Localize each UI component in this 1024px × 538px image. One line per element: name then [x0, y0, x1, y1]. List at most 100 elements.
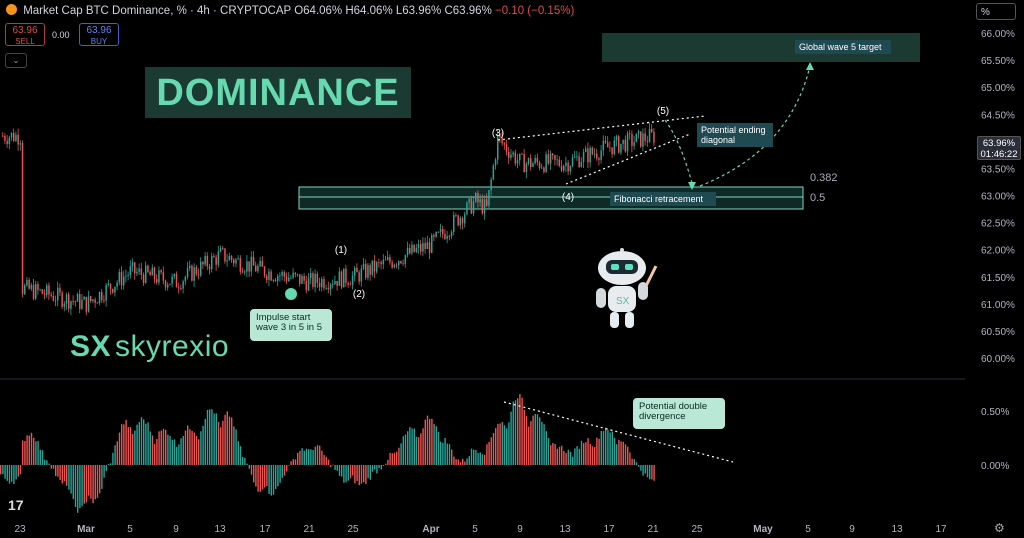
histogram-bar — [506, 428, 508, 465]
symbol-header[interactable]: Market Cap BTC Dominance, % · 4h · CRYPT… — [6, 4, 574, 17]
histogram-bar — [321, 450, 323, 465]
histogram-bar — [13, 465, 15, 485]
candle-body — [160, 270, 162, 273]
histogram-bar — [576, 446, 578, 465]
candle-body — [626, 133, 629, 152]
histogram-bar — [103, 465, 105, 478]
histogram-bar — [72, 465, 74, 499]
candle-body — [140, 268, 143, 275]
candle-body — [208, 266, 211, 270]
time-tick-label: 5 — [127, 524, 133, 535]
histogram-bar — [253, 465, 255, 483]
candle-body — [200, 261, 202, 276]
histogram-bar — [574, 448, 576, 465]
price-tick-label: 62.00% — [981, 246, 1015, 257]
histogram-bar — [446, 443, 448, 465]
candle-body — [263, 266, 266, 276]
candle-body — [162, 272, 165, 281]
histogram-bar — [30, 432, 33, 465]
candle-body — [356, 267, 358, 273]
histogram-bar — [145, 423, 147, 465]
histogram-bar — [272, 465, 275, 495]
candle-body — [268, 271, 270, 280]
spread-value: 0.00 — [52, 30, 70, 40]
histogram-bar — [147, 422, 149, 465]
sell-button[interactable]: 63.96 SELL — [5, 23, 45, 46]
candle-body — [52, 296, 55, 301]
candle-body — [184, 277, 187, 282]
histogram-bar — [187, 425, 189, 465]
time-tick-label: Apr — [422, 524, 439, 535]
histogram-bar — [475, 449, 477, 465]
candle-body — [624, 139, 627, 152]
histogram-bar — [567, 449, 569, 465]
candle-body — [406, 247, 409, 256]
candle-body — [417, 244, 420, 249]
buy-button[interactable]: 63.96 BUY — [79, 23, 119, 46]
candle-body — [255, 265, 257, 272]
price-tick-label: 63.00% — [981, 192, 1015, 203]
histogram-bar — [85, 465, 88, 503]
candle-body — [226, 260, 228, 262]
diagonal-lower-line — [565, 133, 691, 185]
candle-body — [164, 280, 167, 288]
candle-body — [503, 143, 506, 145]
candle-body — [283, 272, 286, 277]
histogram-bar — [354, 465, 356, 484]
histogram-bar — [129, 427, 132, 465]
histogram-bar — [347, 465, 349, 481]
candle-body — [244, 271, 246, 273]
histogram-bar — [484, 454, 486, 465]
histogram-bar — [418, 437, 420, 465]
candle-body — [519, 153, 521, 161]
gear-icon[interactable]: ⚙ — [994, 521, 1005, 535]
price-axis[interactable]: 66.00%65.50%65.00%64.50%64.00%63.50%63.0… — [981, 29, 1015, 365]
time-tick-label: 13 — [891, 524, 903, 535]
histogram-bar — [224, 414, 226, 465]
histogram-bar — [48, 463, 50, 465]
candle-body — [384, 259, 387, 261]
histogram-bar — [338, 465, 341, 476]
histogram-bar — [160, 430, 162, 465]
histogram-bar — [587, 438, 589, 465]
candle-body — [378, 262, 380, 264]
candle-body — [512, 152, 514, 155]
oscillator-axis[interactable]: 0.50% 0.00% — [981, 407, 1009, 472]
candle-body — [248, 261, 250, 272]
candle-body — [43, 293, 46, 296]
candle-body — [360, 268, 363, 282]
time-axis[interactable]: 23 Mar 5 9 13 17 21 25 Apr 5 9 13 17 21 25 May 5 9 13 17 — [14, 524, 947, 535]
candle-body — [543, 167, 545, 172]
candle-body — [171, 276, 173, 284]
histogram-bar — [501, 422, 503, 465]
histogram-bar — [530, 421, 532, 465]
chevron-down-icon[interactable]: ⌄ — [5, 53, 27, 68]
symbol-title[interactable]: Market Cap BTC Dominance, % · 4h · CRYPT… — [23, 5, 291, 17]
candle-body — [175, 274, 178, 288]
candle-body — [552, 153, 554, 156]
time-tick-label: 21 — [303, 524, 315, 535]
histogram-bar — [41, 450, 44, 465]
candle-body — [382, 259, 385, 265]
candle-body — [332, 284, 334, 286]
candle-body — [653, 131, 655, 143]
candle-body — [527, 158, 530, 164]
histogram-bar — [532, 415, 534, 465]
histogram-bar — [134, 430, 136, 465]
histogram-bar — [365, 465, 367, 485]
candle-body — [81, 299, 83, 309]
candle-body — [252, 256, 255, 266]
candle-body — [409, 247, 411, 254]
histogram-bar — [343, 465, 345, 483]
candle-body — [571, 157, 574, 167]
histogram-bar — [123, 424, 125, 465]
histogram-bar — [376, 465, 378, 474]
histogram-bar — [305, 448, 308, 465]
histogram-bar — [250, 465, 253, 475]
scale-mode-button[interactable]: % — [976, 3, 1016, 20]
candle-body — [549, 153, 552, 164]
histogram-bar — [162, 428, 165, 465]
candle-body — [233, 259, 235, 264]
candle-body — [156, 279, 158, 283]
